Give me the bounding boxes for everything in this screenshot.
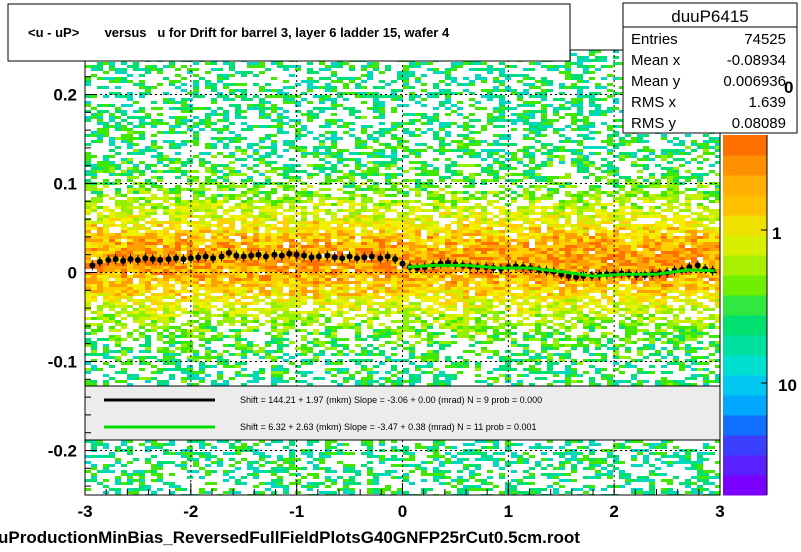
x-axis: -3 -2 -1 0 1 2 3 [77,483,725,521]
x-tick-label: 0 [398,502,407,521]
y-tick-label: 0 [68,264,77,283]
x-tick-label: 1 [504,502,513,521]
footer-filename: uProductionMinBias_ReversedFullFieldPlot… [0,528,580,547]
stats-value: 0.006936 [723,73,786,90]
y-tick-label: -0.2 [48,442,77,461]
stats-value: 1.639 [748,94,786,111]
fit-label-green: Shift = 6.32 + 2.63 (mkm) Slope = -3.47 … [240,422,537,432]
stats-name: duuP6415 [671,7,749,26]
heatmap-cells [85,50,720,495]
x-tick-label: 2 [609,502,618,521]
data-markers [89,247,716,282]
y-tick-label: 0.1 [53,175,77,194]
y-tick-label: -0.1 [48,353,77,372]
colorbar-label-partial: 0 [784,78,793,97]
x-tick-label: -1 [289,502,304,521]
x-tick-label: -2 [183,502,198,521]
stats-label: RMS x [631,94,677,111]
stats-value: 74525 [744,31,786,48]
x-tick-label: 3 [715,502,724,521]
fit-curve-green [407,263,715,278]
x-tick-label: -3 [77,502,92,521]
stats-label: Mean y [631,73,681,90]
colorbar-label-1: 1 [772,224,781,243]
chart-title: <u - uP> versus u for Drift for barrel 3… [28,25,450,40]
stats-value: 0.08089 [732,115,786,132]
fit-legend: Shift = 144.21 + 1.97 (mkm) Slope = -3.0… [84,385,721,441]
y-axis: 0.2 0.1 0 -0.1 -0.2 [48,58,97,487]
title-box: <u - uP> versus u for Drift for barrel 3… [7,3,571,62]
stats-value: -0.08934 [727,52,786,69]
colorbar-label-10: 10 [778,376,797,395]
colorbar: 1 10 0 [723,78,797,496]
stats-box: duuP6415 Entries 74525 Mean x -0.08934 Mean … [622,2,798,134]
y-tick-label: 0.2 [53,86,77,105]
fit-label-black: Shift = 144.21 + 1.97 (mkm) Slope = -3.0… [240,395,542,405]
stats-label: RMS y [631,115,677,132]
stats-label: Entries [631,31,678,48]
stats-label: Mean x [631,52,681,69]
